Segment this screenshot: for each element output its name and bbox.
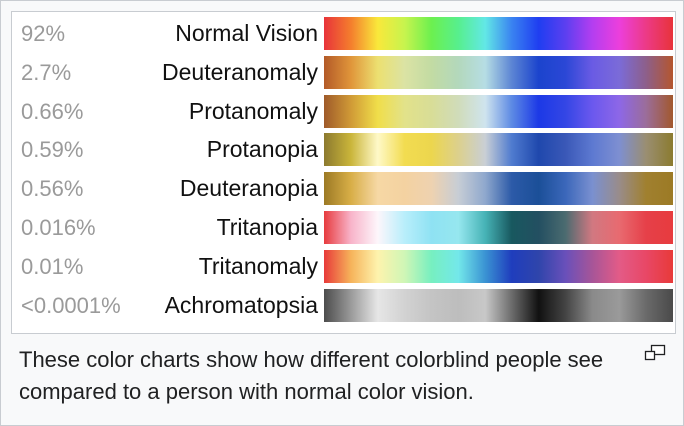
color-spectrum-swatch bbox=[324, 211, 673, 244]
vision-type-label: Deuteranopia bbox=[179, 175, 318, 202]
color-chart-image[interactable]: 92% Normal Vision 2.7% Deuteranomaly 0.66% Pr… bbox=[11, 11, 676, 334]
vision-type-label: Protanopia bbox=[206, 136, 318, 163]
prevalence-percent: <0.0001% bbox=[21, 292, 121, 318]
color-spectrum-swatch bbox=[324, 133, 673, 167]
image-caption: These color charts show how different co… bbox=[19, 347, 604, 404]
prevalence-percent: 0.016% bbox=[21, 215, 96, 240]
chart-row: 0.016% Tritanopia bbox=[12, 209, 675, 246]
color-spectrum-swatch bbox=[324, 249, 673, 283]
chart-row: <0.0001% Achromatopsia bbox=[12, 287, 675, 324]
prevalence-percent: 2.7% bbox=[21, 59, 72, 85]
prevalence-percent: 0.56% bbox=[21, 176, 84, 202]
vision-type-label: Normal Vision bbox=[175, 20, 318, 46]
color-spectrum-swatch bbox=[324, 17, 673, 50]
color-spectrum-swatch bbox=[324, 172, 673, 206]
prevalence-percent: 0.59% bbox=[21, 137, 84, 163]
chart-row: 0.66% Protanomaly bbox=[12, 93, 675, 130]
color-spectrum-swatch bbox=[324, 55, 673, 89]
vision-type-label: Tritanomaly bbox=[198, 252, 318, 279]
prevalence-percent: 92% bbox=[21, 21, 66, 46]
vision-type-label: Achromatopsia bbox=[164, 291, 318, 318]
vision-type-label: Tritanopia bbox=[216, 214, 318, 240]
prevalence-percent: 0.01% bbox=[21, 253, 84, 279]
chart-row: 0.59% Protanopia bbox=[12, 131, 675, 168]
color-spectrum-swatch bbox=[324, 94, 673, 128]
vision-type-label: Deuteranomaly bbox=[162, 58, 318, 85]
vision-type-label: Protanomaly bbox=[188, 97, 318, 124]
chart-row: 2.7% Deuteranomaly bbox=[12, 54, 675, 91]
chart-row: 0.01% Tritanomaly bbox=[12, 248, 675, 285]
color-spectrum-swatch bbox=[324, 288, 673, 322]
prevalence-percent: 0.66% bbox=[21, 98, 84, 124]
chart-row: 92% Normal Vision bbox=[12, 15, 675, 52]
magnify-clip-icon[interactable] bbox=[644, 344, 666, 362]
chart-row: 0.56% Deuteranopia bbox=[12, 170, 675, 207]
